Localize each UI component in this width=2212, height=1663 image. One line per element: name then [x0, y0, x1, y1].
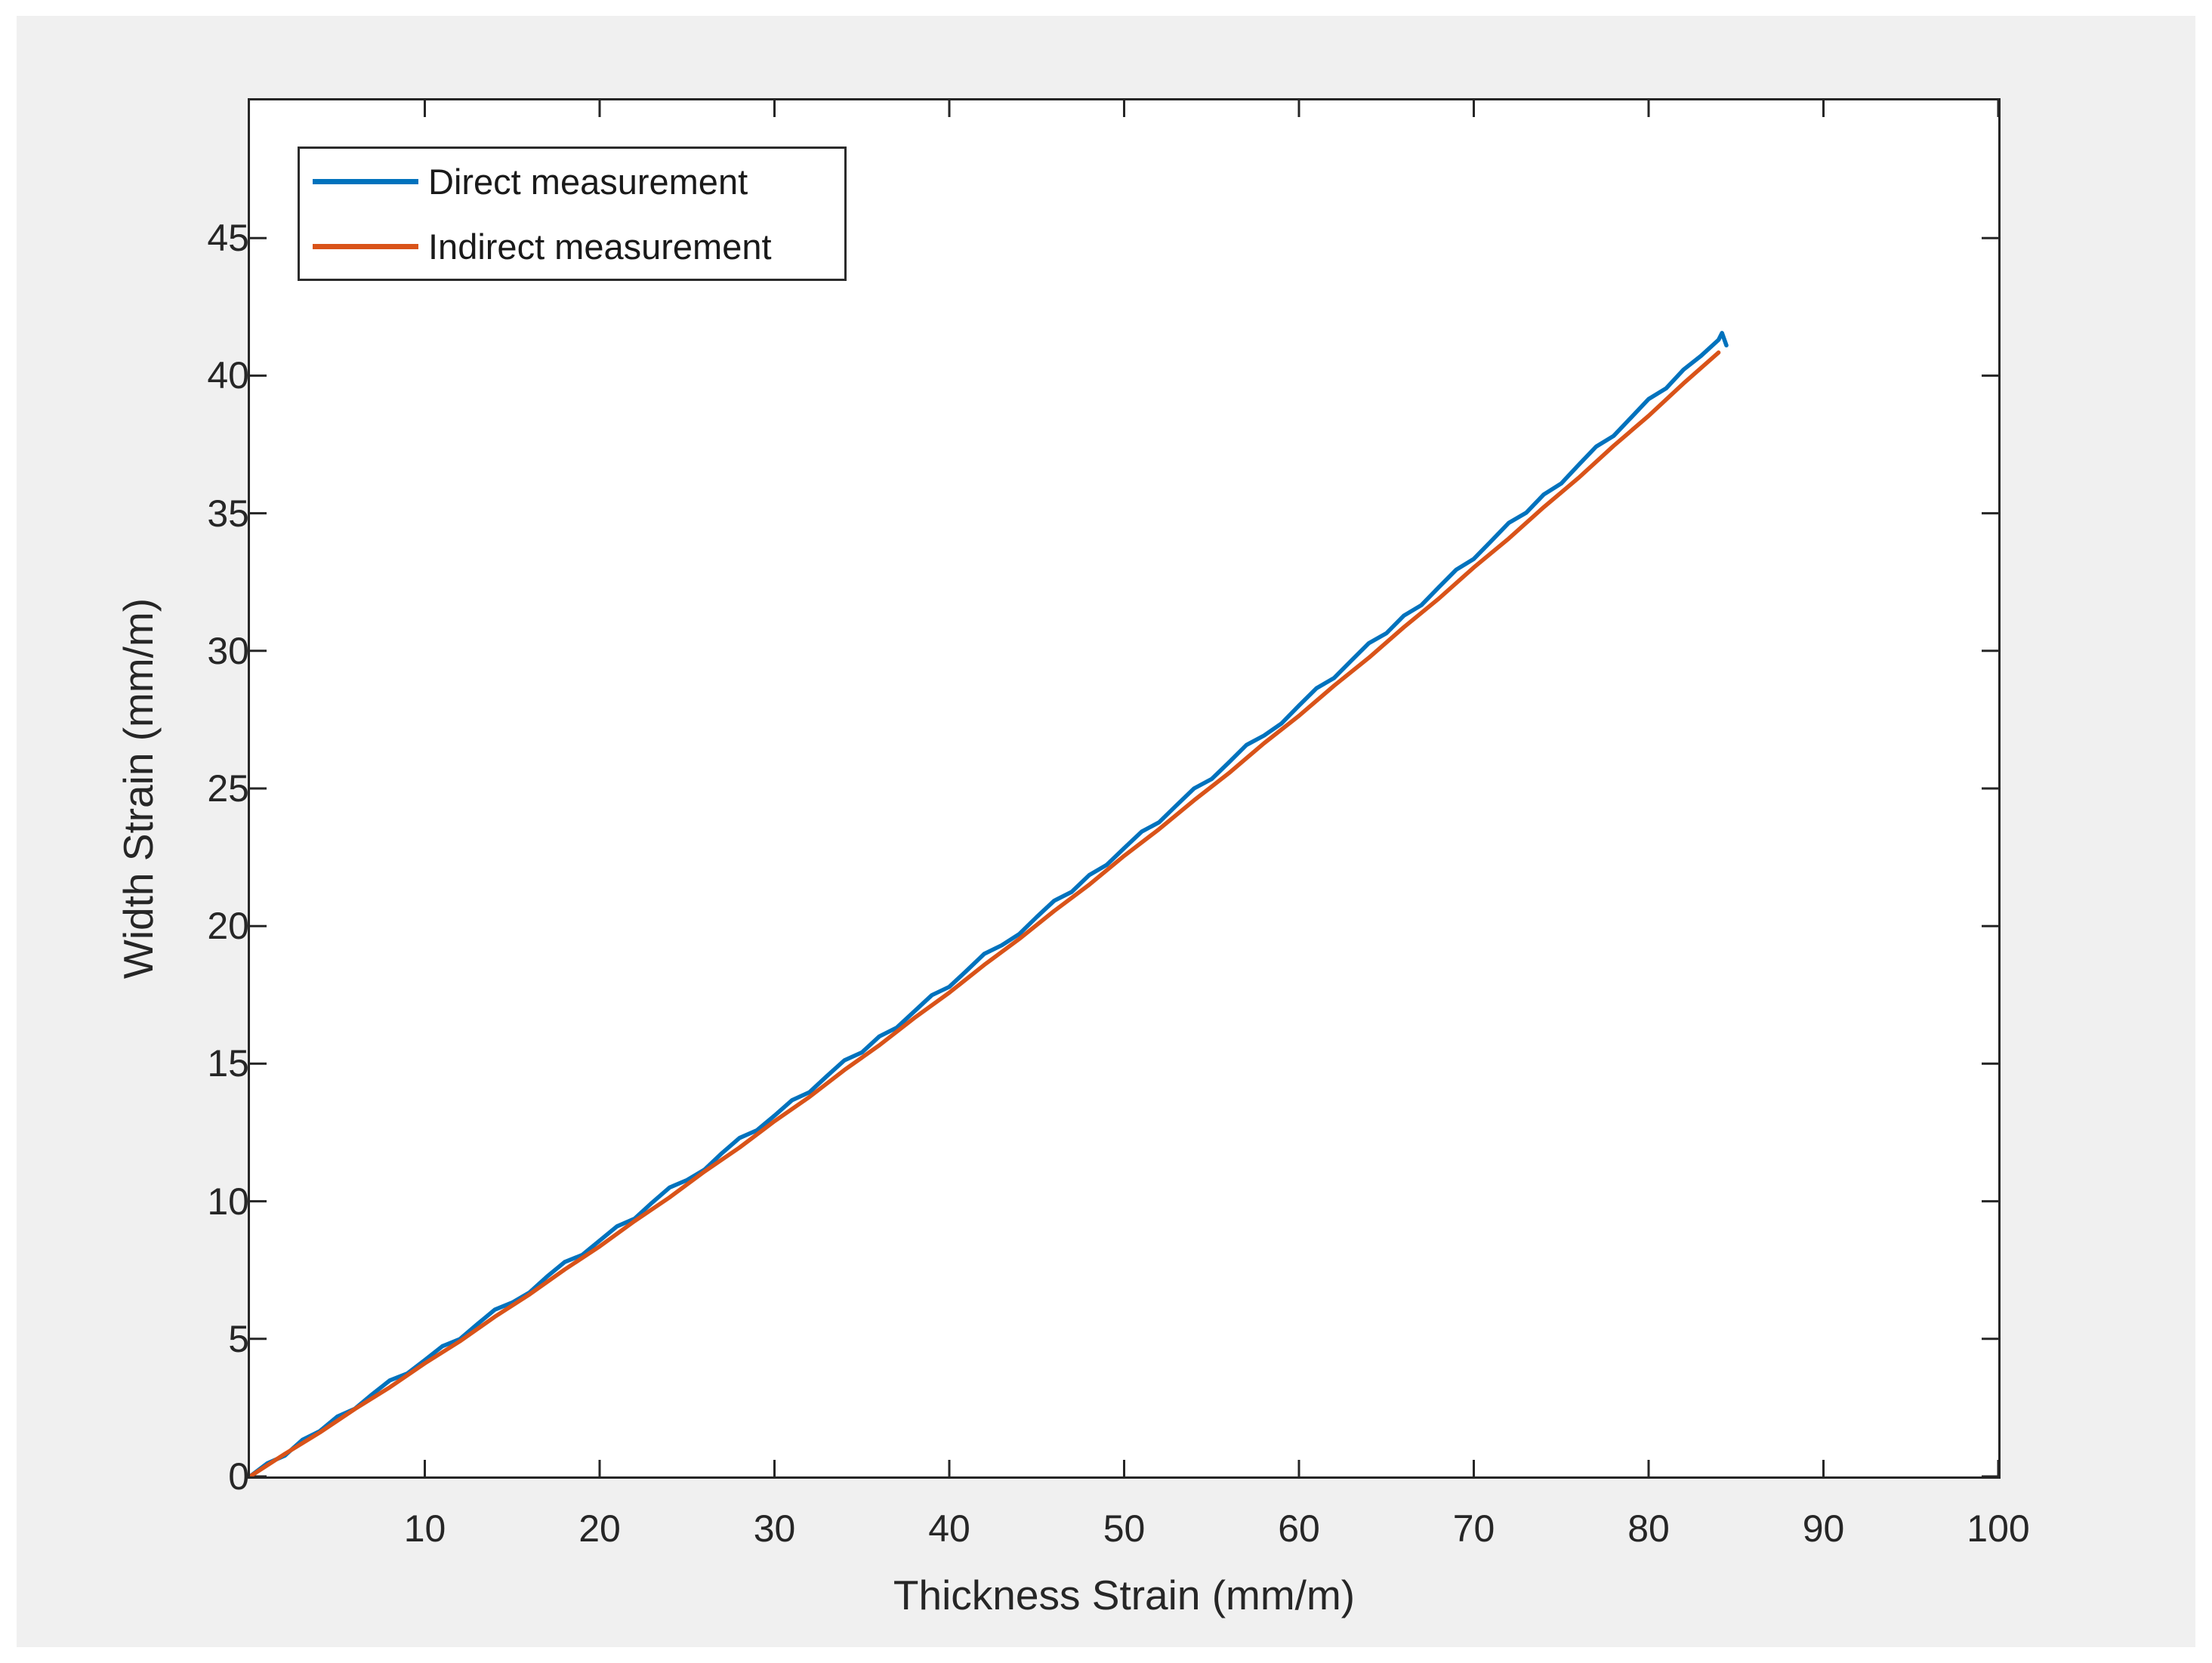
y-tick-label: 40 [207, 354, 249, 397]
y-tick-label: 5 [228, 1317, 249, 1360]
y-tick-label: 30 [207, 629, 249, 672]
x-tick-label: 20 [578, 1507, 621, 1550]
y-tick-label: 20 [207, 905, 249, 948]
y-tick-label: 25 [207, 767, 249, 810]
series-line-indirect-measurement [250, 350, 1721, 1476]
plot-area [248, 98, 2001, 1479]
y-axis-title: Width Strain (mm/m) [115, 597, 162, 980]
x-tick-label: 90 [1802, 1507, 1845, 1550]
figure-canvas: 10 20 30 40 50 60 70 80 90 100 0 5 10 15 20 25 30 35 40 45… [17, 16, 2195, 1647]
plot-svg [250, 100, 1998, 1476]
legend-line-sample-indirect [313, 243, 418, 249]
x-axis-title: Thickness Strain (mm/m) [893, 1572, 1356, 1618]
y-tick-label: 0 [228, 1455, 249, 1498]
x-tick-label: 50 [1103, 1507, 1146, 1550]
legend-label-direct: Direct measurement [428, 161, 748, 202]
series-line-direct-measurement [250, 331, 1729, 1476]
x-tick-label: 70 [1452, 1507, 1495, 1550]
y-tick-label: 15 [207, 1042, 249, 1085]
y-tick-label: 45 [207, 217, 249, 260]
x-tick-label: 40 [928, 1507, 970, 1550]
x-tick-label: 30 [753, 1507, 796, 1550]
legend-entry-indirect: Indirect measurement [300, 214, 844, 279]
y-tick-label: 10 [207, 1180, 249, 1223]
legend-line-sample-direct [313, 178, 418, 184]
legend[interactable]: Direct measurement Indirect measurement [298, 147, 847, 281]
x-tick-label: 60 [1278, 1507, 1320, 1550]
x-tick-label: 80 [1627, 1507, 1670, 1550]
x-tick-label: 10 [403, 1507, 446, 1550]
x-tick-label: 100 [1967, 1507, 2030, 1550]
legend-entry-direct: Direct measurement [300, 149, 844, 214]
y-tick-label: 35 [207, 492, 249, 535]
legend-label-indirect: Indirect measurement [428, 226, 772, 267]
